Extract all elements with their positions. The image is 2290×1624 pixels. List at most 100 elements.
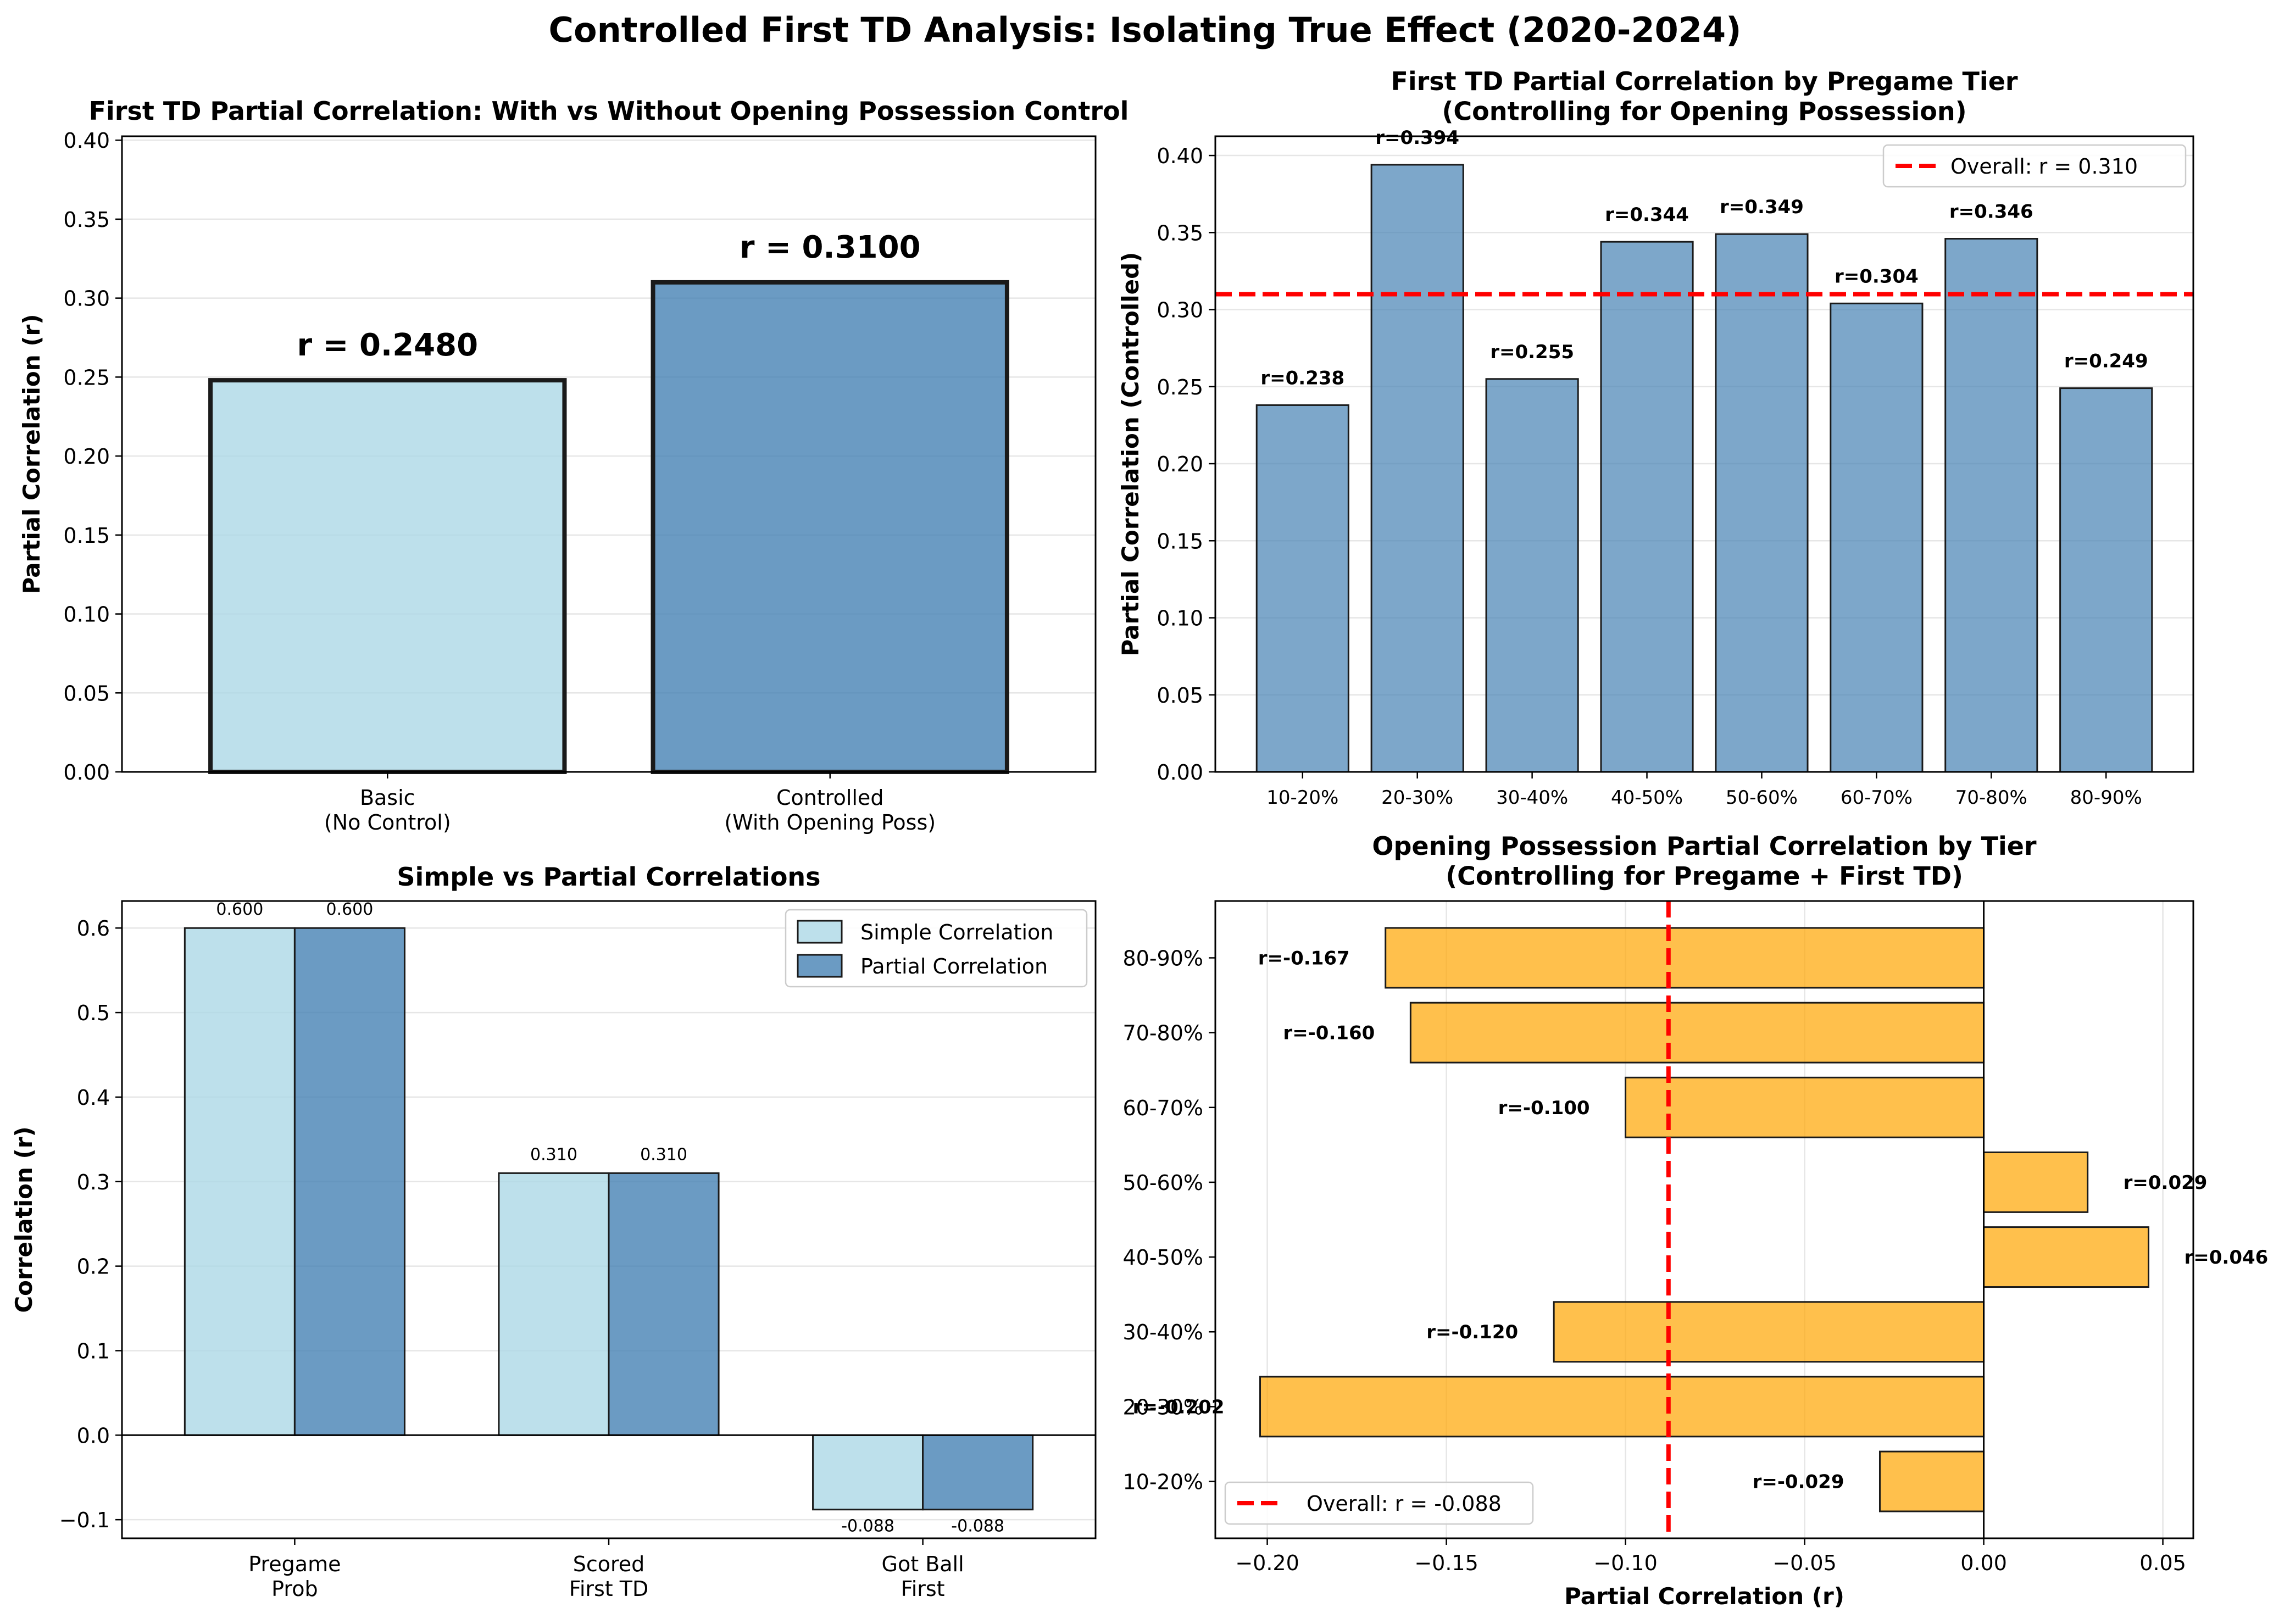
bar xyxy=(1944,238,2038,773)
bar xyxy=(1600,241,1694,773)
y-tick-label: 50-60% xyxy=(1122,1171,1203,1195)
bar xyxy=(1553,1301,1985,1363)
bar-value-label: r = 0.3100 xyxy=(740,230,921,265)
y-tick-label: 0.00 xyxy=(1157,760,1203,785)
x-tick-label: Got Ball First xyxy=(882,1552,964,1601)
y-axis-label: Partial Correlation (Controlled) xyxy=(1117,252,1144,657)
chart-title: First TD Partial Correlation: With vs Wi… xyxy=(89,96,1129,126)
y-tick-label: 0.15 xyxy=(63,524,110,548)
bar-value-label: 0.600 xyxy=(216,900,263,919)
x-tick-label: −0.10 xyxy=(1593,1551,1657,1575)
bar xyxy=(1830,302,1924,773)
bar-value-label: r=0.046 xyxy=(2184,1247,2268,1269)
x-tick-label: 80-90% xyxy=(2070,787,2142,809)
chart-panel-simple-vs-partial: −0.1 0.0 0.1 0.2 0.3 0.4 0.5 0.6 0.600 0.310 -0.08… xyxy=(10,862,1097,1601)
legend-swatch-partial xyxy=(797,954,843,978)
bar-simple xyxy=(812,1434,924,1511)
x-tick-label: 20-30% xyxy=(1381,787,1453,809)
bar-value-label: r=-0.120 xyxy=(1426,1321,1518,1343)
bar-value-label: r=0.344 xyxy=(1605,204,1689,226)
y-tick-label: 0.15 xyxy=(1157,529,1203,553)
figure-title: Controlled First TD Analysis: Isolating … xyxy=(549,10,1742,50)
y-tick-label: 40-50% xyxy=(1122,1245,1203,1270)
x-tick-label: −0.05 xyxy=(1772,1551,1836,1575)
bar-value-label: r=0.255 xyxy=(1490,341,1574,363)
chart-title: Simple vs Partial Correlations xyxy=(397,862,820,892)
y-tick-label: 0.10 xyxy=(63,603,110,627)
y-tick-label: 70-80% xyxy=(1122,1021,1203,1045)
bar xyxy=(1983,1151,2089,1213)
legend-label-overall: Overall: r = -0.088 xyxy=(1307,1492,1502,1516)
bar xyxy=(1370,164,1464,773)
x-tick-label: Pregame Prob xyxy=(248,1552,341,1601)
y-tick-label: 0.2 xyxy=(77,1255,110,1279)
bar-partial xyxy=(608,1172,720,1436)
chart-title: First TD Partial Correlation by Pregame … xyxy=(1391,66,2017,126)
bar-partial xyxy=(293,927,405,1436)
y-tick-label: 0.20 xyxy=(63,444,110,469)
x-tick-label: Controlled (With Opening Poss) xyxy=(724,786,936,835)
chart-title: Opening Possession Partial Correlation b… xyxy=(1372,831,2037,891)
bar xyxy=(1625,1076,1985,1138)
y-tick-label: 0.1 xyxy=(77,1339,110,1363)
legend-label-simple: Simple Correlation xyxy=(860,920,1053,944)
y-tick-label: 0.25 xyxy=(1157,375,1203,399)
legend-label-overall: Overall: r = 0.310 xyxy=(1950,154,2138,179)
bar-value-label: 0.310 xyxy=(640,1145,687,1164)
y-tick-label: 0.30 xyxy=(63,287,110,311)
y-tick-label: 0.10 xyxy=(1157,607,1203,631)
bar xyxy=(1255,404,1349,773)
x-tick-label: −0.20 xyxy=(1235,1551,1299,1575)
bar xyxy=(1983,1226,2149,1288)
x-tick-label: −0.15 xyxy=(1414,1551,1478,1575)
plot-frame xyxy=(1214,900,2194,1539)
y-tick-label: 0.25 xyxy=(63,365,110,390)
bar xyxy=(208,378,567,774)
y-tick-label: 60-70% xyxy=(1122,1096,1203,1120)
y-tick-label: 0.35 xyxy=(63,208,110,232)
bar-value-label: r=0.349 xyxy=(1720,196,1804,218)
y-tick-label: 10-20% xyxy=(1122,1470,1203,1494)
y-tick-label: 30-40% xyxy=(1122,1320,1203,1344)
x-tick-label: Basic (No Control) xyxy=(324,786,451,835)
bar-value-label: r=0.238 xyxy=(1260,367,1344,389)
legend-label-partial: Partial Correlation xyxy=(860,954,1048,978)
legend-box xyxy=(1882,144,2187,188)
y-tick-label: 0.4 xyxy=(77,1086,110,1110)
y-tick-label: 0.6 xyxy=(77,916,110,941)
y-tick-label: 80-90% xyxy=(1122,946,1203,970)
x-tick-label: 10-20% xyxy=(1266,787,1338,809)
y-tick-label: −0.1 xyxy=(59,1508,110,1532)
bar xyxy=(1715,233,1809,773)
y-tick-label: 0.30 xyxy=(1157,298,1203,322)
y-tick-label: 0.40 xyxy=(63,129,110,153)
plot-frame xyxy=(121,900,1097,1539)
x-tick-label: 30-40% xyxy=(1496,787,1568,809)
legend-box xyxy=(785,909,1088,988)
bar xyxy=(1409,1002,1985,1064)
y-axis-label: Correlation (r) xyxy=(10,1126,37,1312)
x-tick-label: 70-80% xyxy=(1955,787,2027,809)
x-tick-label: 0.00 xyxy=(1960,1551,2007,1575)
bar-value-label: 0.310 xyxy=(530,1145,577,1164)
bar-value-label: r = 0.2480 xyxy=(297,327,478,363)
y-tick-label: 0.05 xyxy=(63,681,110,705)
y-tick-label: 0.00 xyxy=(63,760,110,785)
y-tick-label: 0.40 xyxy=(1157,144,1203,168)
x-tick-label: 60-70% xyxy=(1841,787,1913,809)
bar-value-label: 0.600 xyxy=(326,900,373,919)
bar-value-label: -0.088 xyxy=(951,1517,1004,1536)
legend-box xyxy=(1224,1481,1534,1525)
bar xyxy=(1385,927,1985,989)
bar-value-label: r=0.304 xyxy=(1835,265,1919,287)
chart-panel-opening-control: 0.00 0.05 0.10 0.15 0.20 0.25 0.30 0.35 0.40 r = … xyxy=(18,96,1129,835)
bar-value-label: r=-0.167 xyxy=(1258,947,1350,969)
bar-value-label: r=0.249 xyxy=(2064,351,2148,372)
x-tick-label: 0.05 xyxy=(2139,1551,2186,1575)
bar xyxy=(1259,1376,1985,1438)
y-tick-label: 0.3 xyxy=(77,1170,110,1194)
chart-panel-first-td-by-tier: 0.00 0.05 0.10 0.15 0.20 0.25 0.30 0.35 0.40 r=0.… xyxy=(1117,66,2194,809)
chart-panel-opening-by-tier: −0.20 −0.15 −0.10 −0.05 0.00 0.05 r=-0.029 10-2… xyxy=(1122,831,2268,1610)
x-tick-label: Scored First TD xyxy=(569,1552,649,1601)
